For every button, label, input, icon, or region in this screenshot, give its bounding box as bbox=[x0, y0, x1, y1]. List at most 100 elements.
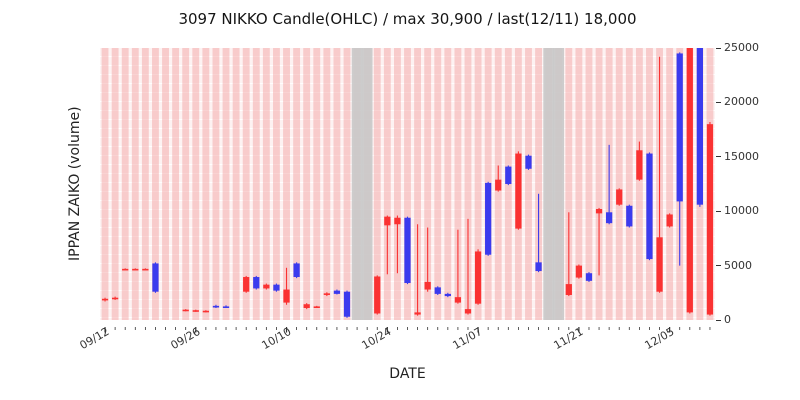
candle-body bbox=[636, 150, 643, 180]
y-tick-label: 15000 bbox=[724, 149, 759, 163]
day-stripe bbox=[393, 48, 401, 320]
day-stripe bbox=[444, 48, 452, 320]
day-stripe bbox=[152, 48, 159, 320]
day-stripe bbox=[434, 48, 442, 320]
candle-body bbox=[142, 268, 149, 271]
day-stripe bbox=[202, 48, 210, 320]
candle-body bbox=[414, 312, 421, 315]
candle-body bbox=[666, 214, 673, 227]
day-stripe bbox=[293, 48, 301, 320]
candle-body bbox=[384, 216, 391, 226]
candle-body bbox=[122, 268, 129, 271]
day-stripe bbox=[464, 48, 472, 320]
day-stripe bbox=[212, 48, 220, 320]
y-tick bbox=[716, 101, 721, 103]
day-stripe bbox=[252, 48, 260, 320]
candle-body bbox=[646, 153, 653, 260]
candle-body bbox=[243, 277, 250, 292]
day-stripe bbox=[454, 48, 462, 320]
plot-area bbox=[100, 48, 715, 320]
day-stripe bbox=[121, 48, 129, 320]
candle-body bbox=[474, 251, 482, 304]
day-stripe bbox=[666, 48, 674, 320]
day-stripe bbox=[424, 48, 432, 320]
candle-body bbox=[686, 48, 693, 313]
candle-body bbox=[535, 262, 542, 272]
candle-body bbox=[152, 263, 159, 292]
y-tick bbox=[716, 156, 721, 158]
day-stripe bbox=[101, 48, 109, 320]
candle-body bbox=[394, 217, 401, 225]
day-stripe bbox=[343, 48, 351, 320]
y-tick bbox=[716, 265, 721, 267]
candle-body bbox=[696, 48, 703, 205]
candle-body bbox=[585, 273, 593, 281]
y-axis-label: IPPAN ZAIKO (volume) bbox=[67, 106, 83, 262]
day-stripe bbox=[273, 48, 280, 320]
day-stripe bbox=[131, 48, 139, 320]
candle-body bbox=[706, 124, 714, 315]
candle-body bbox=[303, 304, 310, 309]
x-axis-label: DATE bbox=[389, 366, 426, 382]
candle-body bbox=[565, 284, 572, 295]
y-tick bbox=[716, 47, 721, 49]
day-stripe bbox=[262, 48, 270, 320]
day-stripe bbox=[303, 48, 311, 320]
day-stripe bbox=[635, 48, 643, 320]
day-stripe bbox=[111, 48, 119, 320]
candle-body bbox=[464, 309, 472, 314]
y-tick-label: 0 bbox=[724, 313, 731, 326]
candle-body bbox=[404, 217, 411, 284]
y-tick bbox=[716, 319, 721, 321]
day-stripe bbox=[242, 48, 250, 320]
candle-body bbox=[525, 155, 532, 169]
day-stripe bbox=[474, 48, 482, 320]
candle-body bbox=[132, 268, 139, 271]
day-stripe bbox=[525, 48, 532, 320]
candle-body bbox=[112, 297, 119, 300]
x-axis-ticks bbox=[100, 320, 715, 333]
candle-body bbox=[616, 189, 623, 205]
day-stripe bbox=[625, 48, 633, 320]
day-stripe bbox=[595, 48, 603, 320]
candle-body bbox=[374, 276, 381, 314]
candle-body bbox=[485, 182, 492, 255]
day-stripe bbox=[162, 48, 169, 320]
candle-body bbox=[212, 305, 220, 308]
day-stripe bbox=[232, 48, 240, 320]
chart-title: 3097 NIKKO Candle(OHLC) / max 30,900 / l… bbox=[178, 10, 637, 28]
candles-canvas bbox=[101, 48, 714, 320]
candle-body bbox=[263, 284, 270, 289]
candle-body bbox=[273, 284, 280, 291]
candle-body bbox=[454, 297, 462, 303]
day-stripe bbox=[373, 48, 381, 320]
y-tick-label: 25000 bbox=[724, 41, 759, 54]
candle-body bbox=[101, 298, 109, 301]
candle-body bbox=[505, 166, 512, 184]
day-stripe bbox=[404, 48, 411, 320]
candle-body bbox=[323, 293, 330, 295]
market-closed-band bbox=[543, 48, 554, 320]
candle-body bbox=[293, 263, 300, 278]
candle-body bbox=[606, 212, 613, 224]
candle-body bbox=[515, 153, 522, 229]
day-stripe bbox=[565, 48, 573, 320]
market-closed-band bbox=[361, 48, 373, 320]
day-stripe bbox=[323, 48, 331, 320]
candle-body bbox=[283, 289, 290, 303]
day-stripe bbox=[333, 48, 341, 320]
candle-body bbox=[192, 310, 199, 312]
candle-body bbox=[676, 53, 683, 202]
day-stripe bbox=[414, 48, 422, 320]
candle-body bbox=[182, 309, 189, 312]
market-closed-band bbox=[553, 48, 565, 320]
x-ticks-canvas bbox=[104, 327, 711, 333]
day-stripe bbox=[192, 48, 200, 320]
candle-body bbox=[222, 306, 230, 308]
candle-body bbox=[253, 277, 260, 289]
day-stripe bbox=[383, 48, 391, 320]
candle-body bbox=[202, 310, 209, 313]
day-stripe bbox=[575, 48, 583, 320]
day-stripe bbox=[313, 48, 321, 320]
